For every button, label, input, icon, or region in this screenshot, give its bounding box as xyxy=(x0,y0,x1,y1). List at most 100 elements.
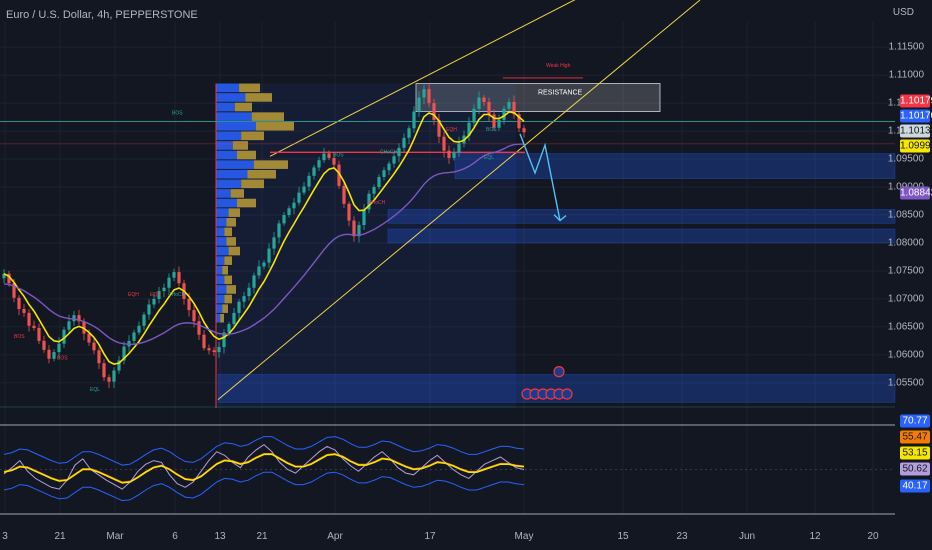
time-axis-tick: 21 xyxy=(256,531,268,542)
candle-body xyxy=(522,128,526,133)
ema-purple-line xyxy=(3,143,525,346)
rsi-lower-band xyxy=(3,471,525,502)
rsi-signal-line xyxy=(3,453,525,484)
candle-body xyxy=(212,350,216,353)
candle-body xyxy=(452,152,456,158)
price-axis-tick: 1.07500 xyxy=(887,265,924,277)
volume-profile-bar xyxy=(216,83,240,93)
candle-body xyxy=(172,272,176,278)
candle-body xyxy=(97,350,101,364)
candle-body xyxy=(457,143,461,153)
candle-body xyxy=(107,377,111,382)
weak-high-label: Weak High xyxy=(546,63,571,69)
event-marker xyxy=(561,388,573,400)
support-zone xyxy=(387,209,896,224)
candle-body xyxy=(397,147,401,157)
time-axis-tick: 15 xyxy=(617,531,629,542)
volume-profile-bar xyxy=(256,121,294,131)
candle-body xyxy=(422,89,426,98)
structure-label: EQH xyxy=(128,292,139,298)
price-axis-tick: 1.11000 xyxy=(888,69,924,81)
symbol-title[interactable]: Euro / U.S. Dollar, 4h, PEPPERSTONE xyxy=(6,9,198,21)
candle-body xyxy=(17,297,21,309)
candle-body xyxy=(207,348,211,351)
candle-body xyxy=(237,301,241,313)
candle-body xyxy=(37,328,41,341)
candle-body xyxy=(282,215,286,224)
price-badge: 1.08842 xyxy=(900,186,932,200)
candle-body xyxy=(62,329,66,344)
volume-profile-bar xyxy=(237,198,256,208)
volume-profile-bar xyxy=(216,150,237,160)
candle-body xyxy=(487,101,491,115)
volume-profile-bar xyxy=(216,169,248,179)
currency-label: USD xyxy=(892,7,914,18)
volume-profile-bar xyxy=(216,246,229,256)
volume-profile-bar xyxy=(216,131,242,141)
candle-body xyxy=(292,202,296,209)
volume-profile-bar xyxy=(216,227,225,237)
price-badge: 1.10170 xyxy=(900,109,932,123)
candle-body xyxy=(317,160,321,168)
candle-body xyxy=(517,114,521,129)
volume-profile-bar xyxy=(232,141,248,150)
candle-body xyxy=(232,312,236,325)
volume-profile-bar xyxy=(226,237,236,246)
price-badge: 1.10179 xyxy=(900,94,932,108)
candle-body xyxy=(222,332,226,348)
price-axis-tick: 1.11500 xyxy=(888,41,924,53)
candle-body xyxy=(162,287,166,292)
candle-body xyxy=(227,324,231,333)
candle-body xyxy=(152,298,156,305)
volume-profile-bar xyxy=(216,102,235,112)
volume-profile-bar xyxy=(216,275,225,285)
candle-body xyxy=(202,334,206,349)
candle-body xyxy=(447,150,451,158)
candle-body xyxy=(467,122,471,136)
candle-body xyxy=(157,291,161,299)
price-axis-tick: 1.05500 xyxy=(887,377,924,389)
projection-arrow xyxy=(519,133,561,221)
candle-body xyxy=(377,176,381,188)
volume-profile-bar xyxy=(253,160,288,169)
volume-profile-bar xyxy=(234,102,252,112)
candle-body xyxy=(87,333,91,343)
ema-yellow-line xyxy=(3,111,525,365)
volume-profile-bar xyxy=(224,294,232,304)
volume-profile-bar xyxy=(247,169,276,179)
candle-body xyxy=(312,167,316,176)
projection-arrow-head xyxy=(553,214,567,222)
rsi-orange-line xyxy=(3,453,525,483)
candle-body xyxy=(187,298,191,311)
candle-body xyxy=(382,170,386,177)
structure-label: CHoCH xyxy=(168,292,186,298)
volume-profile-bar xyxy=(216,189,231,198)
candle-body xyxy=(372,187,376,194)
candle-body xyxy=(92,342,96,351)
time-axis-tick: May xyxy=(514,531,534,542)
candle-body xyxy=(307,175,311,187)
candle-body xyxy=(77,315,81,322)
candle-body xyxy=(507,101,511,109)
price-axis-tick: 1.09500 xyxy=(887,153,924,165)
candle-body xyxy=(72,315,76,322)
support-zone xyxy=(454,153,896,179)
candle-body xyxy=(432,103,436,120)
candle-body xyxy=(217,347,221,353)
candle-body xyxy=(267,248,271,263)
volume-profile-bar xyxy=(216,179,242,189)
volume-profile-bar xyxy=(228,246,240,256)
candle-body xyxy=(302,186,306,193)
rsi-badge: 53.15 xyxy=(900,446,930,460)
candle-body xyxy=(42,340,46,350)
price-axis-tick: 1.06500 xyxy=(887,321,924,333)
rsi-badge: 55.47 xyxy=(900,430,930,444)
time-axis-tick: 12 xyxy=(809,531,821,542)
candle-body xyxy=(297,192,301,203)
candle-body xyxy=(167,277,171,288)
candle-body xyxy=(512,101,516,115)
candle-body xyxy=(2,273,6,279)
structure-label: CHoCH xyxy=(368,200,386,206)
channel-lower-line xyxy=(217,0,701,400)
